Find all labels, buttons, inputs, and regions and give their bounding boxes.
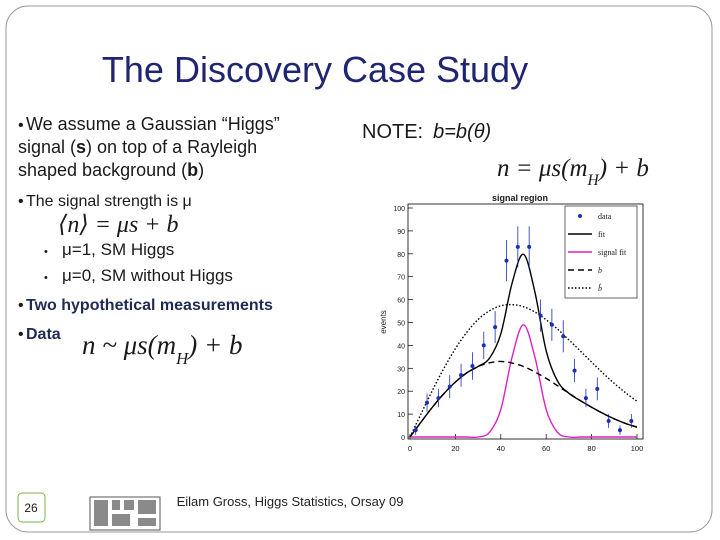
data-point [583, 396, 588, 401]
legend-label: b̂ [598, 282, 602, 293]
chart-title: signal region [492, 193, 548, 203]
intro-line: signal (s) on top of a Rayleigh [18, 137, 257, 157]
bullet-glyph: • [18, 326, 24, 343]
y-tick-label: 10 [397, 412, 405, 419]
logo-pattern [94, 500, 156, 526]
curve [410, 324, 637, 439]
y-tick-label: 30 [397, 366, 405, 373]
x-tick-label: 60 [542, 444, 550, 453]
formula: ⟨n⟩ = μs + b [58, 212, 179, 238]
subscript: H [587, 172, 600, 189]
sub-bullet-glyph: • [44, 272, 48, 284]
y-tick-label: 90 [397, 229, 405, 236]
subscript: H [175, 349, 189, 368]
text-block: • We assume a Gaussian “Higgs”signal (s) … [18, 114, 649, 368]
text-run: signal ( [18, 137, 76, 157]
data-point [425, 400, 430, 405]
data-point [459, 373, 464, 378]
text-run: s [76, 137, 86, 157]
y-tick-label: 100 [393, 206, 405, 213]
bullet-glyph: • [18, 117, 24, 134]
data-point [595, 386, 600, 391]
bullet-text: The signal strength is μ [26, 193, 192, 210]
x-tick-label: 0 [408, 444, 412, 453]
y-tick-label: 60 [397, 298, 405, 305]
page-box [17, 492, 46, 523]
chart: signal region events 0 10 20 30 40 50 60 70 80 90 10… [379, 193, 644, 453]
plot-frame [407, 203, 644, 440]
data-point [413, 428, 418, 433]
y-tick-label: 50 [397, 321, 405, 328]
text-run: ) + b [186, 330, 242, 360]
data-point [549, 322, 554, 327]
footer-text: Eilam Gross, Higgs Statistics, Orsay 09 [177, 494, 404, 509]
data-point [481, 343, 486, 348]
bullet-text: Two hypothetical measurements [26, 297, 273, 314]
legend-label: signal fit [598, 248, 627, 257]
formula: n = μs(mH) + b [497, 155, 649, 189]
note-text: b=b(θ) [433, 121, 491, 143]
curve [409, 303, 638, 438]
data-point [504, 258, 509, 263]
intro-line: shaped background (b) [18, 160, 204, 180]
y-tick-label: 80 [397, 252, 405, 259]
data-point [606, 418, 611, 423]
formula: n ~ μs(mH) + b [82, 330, 242, 368]
y-tick-label: 20 [397, 389, 405, 396]
text-run: n = μs(m [497, 155, 588, 182]
data-point [527, 244, 532, 249]
page-number: 26 [24, 501, 38, 515]
sub-bullet-glyph: • [44, 246, 48, 258]
data-point [436, 396, 441, 401]
x-tick-label: 20 [451, 444, 459, 453]
y-tick-label: 70 [397, 275, 405, 282]
x-tick-label: 80 [587, 444, 595, 453]
curve [409, 360, 638, 438]
data-point [617, 428, 622, 433]
sub-bullet-text: μ=1, SM Higgs [62, 240, 174, 259]
text-run: ) on top of a Rayleigh [86, 137, 257, 157]
y-axis-label: events [379, 310, 388, 334]
data-point [447, 384, 452, 389]
sub-bullet-text: μ=0, SM without Higgs [62, 266, 233, 285]
text-run: b [187, 160, 198, 180]
text-run: ) + b [597, 155, 649, 182]
data-point [538, 313, 543, 318]
bullet-glyph: • [18, 297, 24, 314]
note: NOTE: b=b(θ) [362, 121, 491, 143]
data-point [572, 368, 577, 373]
slide-title: The Discovery Case Study [102, 49, 528, 90]
x-tick-label: 40 [497, 444, 505, 453]
text-run: n ~ μs(m [82, 330, 176, 360]
legend-label: b [598, 266, 602, 275]
data-point [629, 418, 634, 423]
intro-line: We assume a Gaussian “Higgs” [26, 114, 280, 134]
legend: data fit signal fit b b̂ [564, 205, 638, 299]
bullet-glyph: • [18, 193, 24, 210]
bullet-text: Data [26, 326, 61, 343]
slide-frame [5, 5, 713, 533]
logo [89, 496, 161, 531]
y-tick-label: 40 [397, 343, 405, 350]
text-run: ) [198, 160, 204, 180]
text-run: We assume a Gaussian “Higgs” [26, 114, 280, 134]
data-point [493, 325, 498, 330]
data-point [470, 364, 475, 369]
legend-label: data [598, 212, 612, 221]
legend-label: fit [598, 230, 606, 239]
data-point [515, 244, 520, 249]
text-run: shaped background ( [18, 160, 187, 180]
x-tick-label: 100 [631, 444, 644, 453]
note-label: NOTE: [362, 121, 423, 143]
data-point [561, 334, 566, 339]
legend-marker [578, 214, 582, 218]
y-tick-label: 0 [401, 435, 405, 442]
text-run: ⟨n⟩ = μs + b [58, 212, 179, 238]
